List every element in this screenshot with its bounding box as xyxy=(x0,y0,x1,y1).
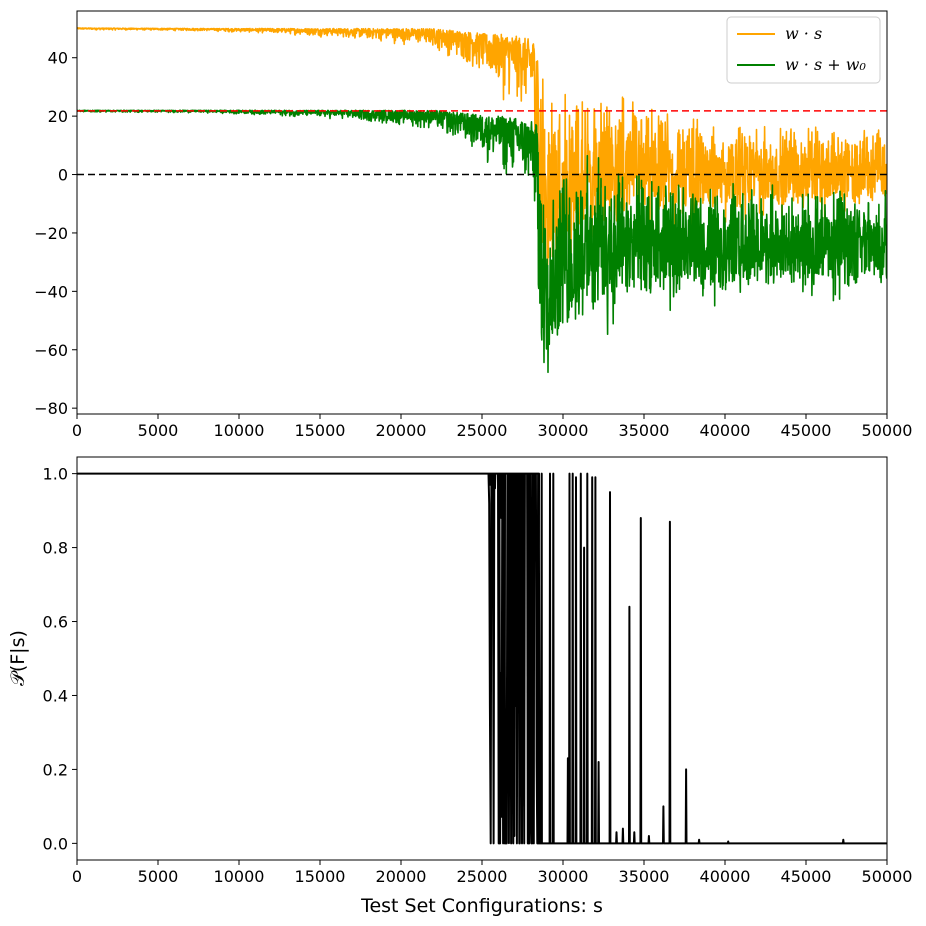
top-xtick-label: 20000 xyxy=(376,421,427,440)
bottom-ytick-label: 0.8 xyxy=(43,539,68,558)
legend-label-ws-w0: w · s + w₀ xyxy=(785,55,866,74)
bottom-xtick-label: 40000 xyxy=(700,867,751,886)
top-xtick-label: 50000 xyxy=(862,421,913,440)
top-xtick-label: 30000 xyxy=(538,421,589,440)
legend-label-ws: w · s xyxy=(785,24,822,43)
bottom-ytick-label: 0.4 xyxy=(43,686,68,705)
top-ytick-label: 40 xyxy=(48,49,68,68)
top-xtick-label: 25000 xyxy=(457,421,508,440)
top-xtick-label: 45000 xyxy=(781,421,832,440)
top-ytick-label: 0 xyxy=(58,166,68,185)
top-xtick-label: 0 xyxy=(72,421,82,440)
top-ytick-label: −40 xyxy=(34,282,68,301)
bottom-ytick-label: 1.0 xyxy=(43,465,68,484)
bottom-xtick-label: 30000 xyxy=(538,867,589,886)
bottom-plot-frame xyxy=(76,456,888,861)
top-legend: w · s w · s + w₀ xyxy=(726,16,881,84)
bottom-plot-area xyxy=(77,472,887,845)
bottom-axes: 0 5000 10000 15000 20000 25000 30000 35000 40000… xyxy=(43,465,913,886)
bottom-xtick-label: 5000 xyxy=(138,867,179,886)
bottom-xtick-label: 50000 xyxy=(862,867,913,886)
top-ytick-label: −80 xyxy=(34,399,68,418)
series-ws-line xyxy=(77,27,887,279)
bottom-ytick-label: 0.0 xyxy=(43,834,68,853)
top-axes: 0 5000 10000 15000 20000 25000 30000 35000 40000… xyxy=(34,49,912,440)
bottom-xtick-label: 10000 xyxy=(214,867,265,886)
bottom-xtick-label: 25000 xyxy=(457,867,508,886)
top-plot-area xyxy=(77,27,887,374)
top-ytick-label: 20 xyxy=(48,107,68,126)
top-xtick-label: 40000 xyxy=(700,421,751,440)
top-xtick-label: 5000 xyxy=(138,421,179,440)
x-axis-label: Test Set Configurations: s xyxy=(360,895,603,917)
top-xtick-label: 10000 xyxy=(214,421,265,440)
bottom-xtick-label: 15000 xyxy=(295,867,346,886)
bottom-xtick-label: 35000 xyxy=(619,867,670,886)
bottom-xtick-label: 45000 xyxy=(781,867,832,886)
top-ytick-label: −60 xyxy=(34,341,68,360)
bottom-chart: 0 5000 10000 15000 20000 25000 30000 35000 40000… xyxy=(7,456,913,917)
top-ytick-label: −20 xyxy=(34,224,68,243)
top-xtick-label: 35000 xyxy=(619,421,670,440)
bottom-ytick-label: 0.6 xyxy=(43,613,68,632)
bottom-xtick-label: 0 xyxy=(72,867,82,886)
y-axis-label: 𝒫(F|s) xyxy=(7,630,29,686)
top-chart: 0 5000 10000 15000 20000 25000 30000 35000 40000… xyxy=(34,10,912,440)
top-xtick-label: 15000 xyxy=(295,421,346,440)
bottom-ytick-label: 0.2 xyxy=(43,760,68,779)
bottom-xtick-label: 20000 xyxy=(376,867,427,886)
probability-line xyxy=(77,472,887,845)
